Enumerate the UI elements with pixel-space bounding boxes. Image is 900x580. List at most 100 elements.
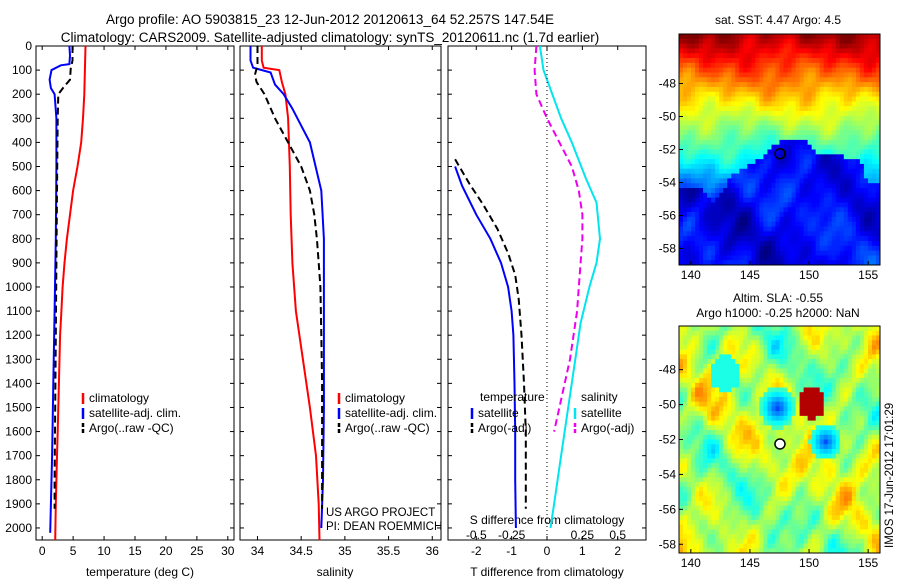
x-tick-label: 25 xyxy=(190,544,204,558)
heatmap-cell xyxy=(799,48,805,54)
heatmap-cell xyxy=(867,439,873,445)
heatmap-cell xyxy=(807,67,813,73)
heatmap-cell xyxy=(811,505,817,511)
heatmap-cell xyxy=(851,43,857,49)
heatmap-cell xyxy=(687,96,692,102)
heatmap-cell xyxy=(779,125,784,131)
heatmap-cell xyxy=(687,192,692,199)
heatmap-cell xyxy=(831,420,837,426)
heatmap-cell xyxy=(791,519,796,526)
heatmap-cell xyxy=(703,149,708,155)
heatmap-cell xyxy=(747,349,752,355)
heatmap-cell xyxy=(839,77,845,83)
heatmap-cell xyxy=(767,82,772,88)
heatmap-cell xyxy=(779,387,784,393)
heatmap-cell xyxy=(707,430,712,436)
heatmap-cell xyxy=(711,67,716,73)
heatmap-cell xyxy=(775,111,780,117)
heatmap-cell xyxy=(751,106,756,112)
heatmap-cell xyxy=(803,344,809,351)
heatmap-cell xyxy=(711,58,716,64)
heatmap-cell xyxy=(851,159,857,165)
heatmap-cell xyxy=(791,86,796,93)
heatmap-cell xyxy=(679,373,684,379)
heatmap-cell xyxy=(863,106,869,112)
heatmap-cell xyxy=(743,396,748,403)
heatmap-cell xyxy=(731,72,736,78)
heatmap-cell xyxy=(831,382,837,388)
heatmap-cell xyxy=(715,231,720,237)
heatmap-cell xyxy=(711,236,716,242)
heatmap-cell xyxy=(811,260,817,266)
heatmap-cell xyxy=(727,529,732,535)
heatmap-cell xyxy=(791,500,796,507)
heatmap-cell xyxy=(827,439,833,445)
heatmap-cell xyxy=(739,101,744,107)
heatmap-cell xyxy=(851,486,857,492)
heatmap-cell xyxy=(699,125,704,131)
heatmap-cell xyxy=(767,477,772,483)
heatmap-cell xyxy=(695,515,700,521)
heatmap-cell xyxy=(699,491,704,497)
heatmap-cell xyxy=(747,91,752,97)
heatmap-cell xyxy=(759,406,764,412)
heatmap-cell xyxy=(759,538,764,544)
heatmap-cell xyxy=(763,340,768,346)
heatmap-cell xyxy=(735,149,740,155)
heatmap-cell xyxy=(791,62,796,69)
heatmap-cell xyxy=(703,120,708,126)
heatmap-cell xyxy=(795,168,800,174)
heatmap-cell xyxy=(775,255,780,261)
heatmap-cell xyxy=(787,106,792,112)
heatmap-cell xyxy=(771,216,776,223)
heatmap-cell xyxy=(775,548,780,554)
heatmap-cell xyxy=(743,387,748,393)
heatmap-cell xyxy=(855,359,861,365)
heatmap-cell xyxy=(795,543,800,549)
heatmap-cell xyxy=(683,340,688,346)
heatmap-cell xyxy=(823,344,829,351)
heatmap-cell xyxy=(739,91,744,97)
heatmap-cell xyxy=(711,34,716,40)
heatmap-cell xyxy=(679,500,684,507)
heatmap-cell xyxy=(743,125,748,131)
heatmap-cell xyxy=(839,467,845,474)
heatmap-cell xyxy=(831,482,837,488)
heatmap-cell xyxy=(739,415,744,421)
heatmap-cell xyxy=(779,48,784,54)
heatmap-cell xyxy=(859,458,865,464)
heatmap-cell xyxy=(867,144,873,150)
heatmap-cell xyxy=(683,491,688,497)
heatmap-cell xyxy=(719,226,724,232)
heatmap-cell xyxy=(727,534,732,540)
heatmap-cell xyxy=(799,458,805,464)
heatmap-cell xyxy=(783,392,788,398)
heatmap-cell xyxy=(727,255,732,261)
heatmap-cell xyxy=(687,221,692,227)
heatmap-cell xyxy=(807,226,813,232)
heatmap-cell xyxy=(691,38,696,45)
heatmap-cell xyxy=(819,178,825,184)
heatmap-cell xyxy=(775,240,780,247)
heatmap-cell xyxy=(859,231,865,237)
heatmap-cell xyxy=(683,524,688,530)
heatmap-cell xyxy=(811,154,817,160)
heatmap-cell xyxy=(763,115,768,122)
heatmap-cell xyxy=(843,359,849,365)
heatmap-cell xyxy=(711,500,716,507)
heatmap-cell xyxy=(731,197,736,203)
heatmap-cell xyxy=(803,240,809,247)
heatmap-cell xyxy=(811,163,817,170)
heatmap-cell xyxy=(787,548,792,554)
heatmap-cell xyxy=(807,326,813,332)
heatmap-cell xyxy=(847,519,853,526)
heatmap-cell xyxy=(755,82,760,88)
heatmap-cell xyxy=(827,159,833,165)
heatmap-cell xyxy=(851,430,857,436)
heatmap-cell xyxy=(711,463,716,469)
heatmap-cell xyxy=(843,368,849,374)
heatmap-cell xyxy=(679,149,684,155)
heatmap-cell xyxy=(835,231,841,237)
heatmap-cell xyxy=(867,53,873,59)
heatmap-cell xyxy=(799,363,805,369)
